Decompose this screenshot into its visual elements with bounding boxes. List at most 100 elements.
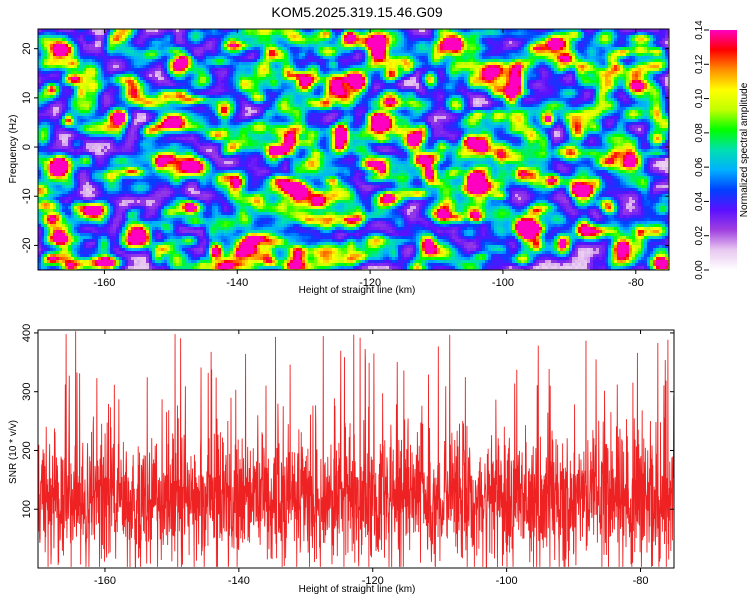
heatmap-cell bbox=[326, 59, 330, 63]
heatmap-cell bbox=[566, 50, 570, 54]
heatmap-cell bbox=[341, 74, 345, 78]
heatmap-cell bbox=[233, 47, 237, 51]
heatmap-cell bbox=[569, 95, 573, 99]
heatmap-cell bbox=[383, 47, 387, 51]
heatmap-cell bbox=[545, 83, 549, 87]
heatmap-cell bbox=[161, 35, 165, 39]
heatmap-cell bbox=[476, 47, 480, 51]
heatmap-cell bbox=[560, 83, 564, 87]
heatmap-cell bbox=[83, 59, 87, 63]
heatmap-cell bbox=[626, 35, 630, 39]
heatmap-cell bbox=[590, 44, 594, 48]
heatmap-cell bbox=[566, 65, 570, 69]
heatmap-cell bbox=[557, 41, 561, 45]
heatmap-cell bbox=[407, 53, 411, 57]
heatmap-cell bbox=[221, 44, 225, 48]
heatmap-cell bbox=[578, 32, 582, 36]
heatmap-cell bbox=[545, 38, 549, 42]
heatmap-cell bbox=[422, 38, 426, 42]
heatmap-cell bbox=[473, 38, 477, 42]
heatmap-cell bbox=[200, 32, 204, 36]
heatmap-cell bbox=[587, 32, 591, 36]
heatmap-cell bbox=[449, 62, 453, 66]
heatmap-cell bbox=[98, 80, 102, 84]
heatmap-cell bbox=[311, 29, 315, 33]
heatmap-cell bbox=[524, 47, 528, 51]
heatmap-cell bbox=[251, 92, 255, 96]
heatmap-cell bbox=[407, 77, 411, 81]
heatmap-cell bbox=[107, 68, 111, 72]
heatmap-cell bbox=[125, 95, 129, 99]
heatmap-cell bbox=[143, 53, 147, 57]
heatmap-cell bbox=[245, 65, 249, 69]
heatmap-cell bbox=[371, 62, 375, 66]
heatmap-cell bbox=[299, 32, 303, 36]
heatmap-cell bbox=[158, 56, 162, 60]
heatmap-cell bbox=[314, 50, 318, 54]
heatmap-cell bbox=[566, 80, 570, 84]
heatmap-cell bbox=[167, 95, 171, 99]
heatmap-cell bbox=[500, 83, 504, 87]
heatmap-cell bbox=[629, 89, 633, 93]
heatmap-cell bbox=[140, 41, 144, 45]
heatmap-cell bbox=[191, 71, 195, 75]
heatmap-cell bbox=[557, 59, 561, 63]
heatmap-cell bbox=[92, 68, 96, 72]
heatmap-cell bbox=[527, 29, 531, 33]
heatmap-cell bbox=[494, 29, 498, 33]
heatmap-cell bbox=[335, 38, 339, 42]
heatmap-cell bbox=[335, 32, 339, 36]
heatmap-cell bbox=[74, 44, 78, 48]
heatmap-cell bbox=[410, 65, 414, 69]
heatmap-cell bbox=[380, 65, 384, 69]
heatmap-cell bbox=[344, 62, 348, 66]
heatmap-cell bbox=[206, 80, 210, 84]
heatmap-cell bbox=[623, 32, 627, 36]
heatmap-cell bbox=[455, 35, 459, 39]
heatmap-cell bbox=[440, 59, 444, 63]
heatmap-cell bbox=[47, 98, 51, 102]
heatmap-cell bbox=[305, 41, 309, 45]
heatmap-cell bbox=[44, 32, 48, 36]
heatmap-cell bbox=[263, 92, 267, 96]
heatmap-cell bbox=[374, 38, 378, 42]
heatmap-cell bbox=[464, 35, 468, 39]
heatmap-cell bbox=[470, 77, 474, 81]
heatmap-cell bbox=[392, 74, 396, 78]
heatmap-cell bbox=[257, 89, 261, 93]
heatmap-cell bbox=[152, 95, 156, 99]
heatmap-cell bbox=[296, 95, 300, 99]
heatmap-cell bbox=[380, 62, 384, 66]
heatmap-cell bbox=[650, 29, 654, 33]
heatmap-cell bbox=[335, 71, 339, 75]
heatmap-cell bbox=[71, 68, 75, 72]
heatmap-cell bbox=[506, 83, 510, 87]
heatmap-cell bbox=[458, 29, 462, 33]
heatmap-cell bbox=[527, 47, 531, 51]
heatmap-cell bbox=[308, 29, 312, 33]
heatmap-cell bbox=[317, 98, 321, 102]
heatmap-cell bbox=[371, 83, 375, 87]
heatmap-cell bbox=[296, 44, 300, 48]
heatmap-cell bbox=[497, 62, 501, 66]
heatmap-cell bbox=[245, 98, 249, 102]
heatmap-cell bbox=[257, 74, 261, 78]
heatmap-cell bbox=[212, 89, 216, 93]
heatmap-cell bbox=[590, 92, 594, 96]
heatmap-cell bbox=[308, 74, 312, 78]
heatmap-cell bbox=[341, 83, 345, 87]
heatmap-cell bbox=[194, 32, 198, 36]
heatmap-cell bbox=[320, 83, 324, 87]
heatmap-cell bbox=[332, 32, 336, 36]
heatmap-cell bbox=[281, 92, 285, 96]
heatmap-cell bbox=[224, 32, 228, 36]
heatmap-cell bbox=[122, 50, 126, 54]
heatmap-cell bbox=[152, 89, 156, 93]
heatmap-cell bbox=[356, 95, 360, 99]
heatmap-cell bbox=[44, 62, 48, 66]
heatmap-cell bbox=[245, 53, 249, 57]
heatmap-cell bbox=[98, 98, 102, 102]
heatmap-cell bbox=[380, 32, 384, 36]
heatmap-cell bbox=[413, 59, 417, 63]
heatmap-cell bbox=[95, 62, 99, 66]
